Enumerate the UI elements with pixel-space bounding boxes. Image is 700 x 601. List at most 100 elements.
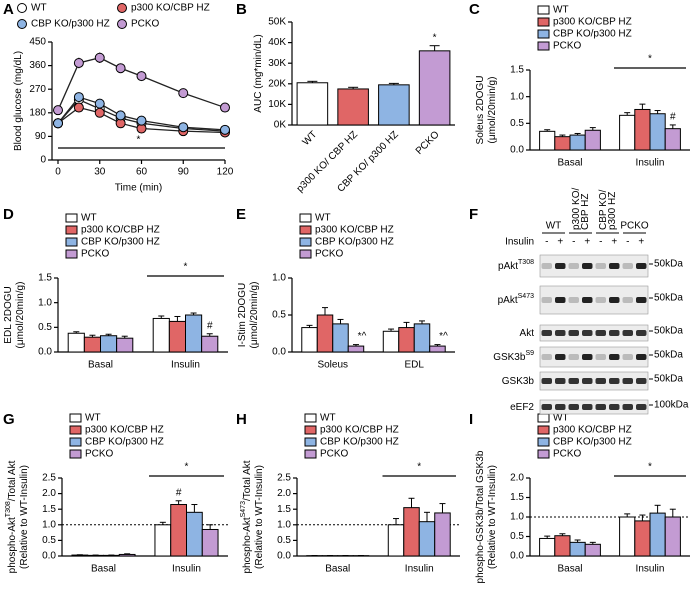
blot-band [636, 330, 647, 336]
data-point [115, 63, 126, 74]
bar [398, 327, 415, 353]
legend-label: p300 KO/CBP HZ [315, 225, 394, 236]
y-tick-label: 0.5 [277, 535, 291, 546]
blot-group-label: CBP KO/ [598, 189, 609, 230]
bar [539, 130, 556, 151]
y-tick-label: 1.0 [42, 519, 56, 530]
y-axis-label-part: (Relative to WT-Insulin) [487, 465, 498, 569]
y-tick-label: 2.5 [42, 473, 56, 484]
legend-label: CBP KO/p300 HZ [81, 237, 160, 248]
y-tick-label: 270 [29, 84, 46, 95]
y-axis-label-part: phospho-Akt [242, 517, 253, 573]
legend-swatch [69, 437, 82, 447]
legend-swatch [537, 5, 550, 15]
y-tick-label: 0.5 [272, 310, 286, 321]
y-tick-label: 0.0 [42, 551, 56, 562]
marker-label: 50kDa [654, 350, 683, 361]
treatment-sign: - [545, 237, 548, 248]
blot-band [541, 378, 552, 384]
legend-swatch [537, 437, 550, 447]
data-point [94, 107, 105, 118]
bar [201, 335, 219, 353]
legend-label: PCKO [315, 249, 344, 260]
bar [619, 516, 636, 557]
bar [185, 314, 203, 353]
bar [387, 524, 405, 557]
data-point [220, 102, 230, 113]
x-tick-label: Basal [557, 564, 582, 575]
y-axis-label-part: (Relative to WT-Insulin) [254, 465, 265, 569]
y-tick-label: 0.0 [272, 347, 286, 358]
blot-group-label: p300 KO/ [571, 188, 582, 230]
y-axis-label: (Relative to WT-Insulin) [487, 465, 498, 569]
marker-label: 50kDa [654, 326, 683, 337]
significance-label: # [176, 487, 182, 498]
blot-row-label: pAktT308 [498, 259, 534, 271]
blot-band [568, 330, 579, 336]
blot-band [636, 378, 647, 384]
x-tick-label: Insulin [171, 360, 200, 371]
x-tick-label: 90 [178, 167, 190, 178]
blot-band [609, 263, 620, 269]
panel-label: E [236, 206, 246, 223]
y-axis-label-part: Blood glucose (mg/dL) [13, 51, 24, 151]
panel-label: D [3, 206, 14, 223]
y-tick-label: 40K [268, 37, 286, 48]
x-tick-label: WT [301, 129, 320, 148]
y-axis-label: I-Stim 2DOGU [237, 283, 248, 347]
annotation: * [137, 135, 141, 146]
y-tick-label: 1.0 [38, 297, 52, 308]
blot-band [568, 378, 579, 384]
blot-band [622, 330, 633, 336]
significance-label: *^ [439, 331, 448, 342]
legend-swatch [537, 425, 550, 435]
x-tick-label: Basal [88, 360, 113, 371]
treatment-sign: - [626, 237, 629, 248]
bar [296, 82, 329, 126]
legend-label: CBP KO/p300 HZ [315, 237, 394, 248]
x-tick-label: 60 [136, 167, 148, 178]
legend-label: p300 KO/CBP HZ [553, 425, 632, 436]
blot-band [541, 354, 552, 360]
bar [413, 323, 431, 353]
legend-label: WT [315, 213, 331, 224]
bar [116, 337, 134, 353]
legend-swatch [537, 17, 550, 27]
bar [569, 541, 586, 557]
data-point [178, 88, 189, 99]
y-axis-label-part: (Relative to WT-Insulin) [19, 465, 30, 569]
data-point [136, 115, 147, 126]
treatment-label: Insulin [505, 237, 534, 248]
legend-swatch [299, 249, 312, 259]
blot-band [622, 297, 633, 303]
bar [316, 314, 334, 353]
blot-row-label: GSK3b [502, 376, 535, 387]
legend-label: WT [553, 413, 569, 424]
significance-label: * [417, 462, 421, 473]
significance-label: # [207, 320, 213, 331]
legend-marker [17, 3, 27, 13]
legend-swatch [299, 213, 312, 223]
bar [378, 84, 410, 126]
bar [337, 88, 369, 126]
y-axis-label-part: (μmol/20min/g) [15, 282, 26, 349]
blot-band [582, 404, 593, 410]
bar [301, 327, 318, 353]
legend-label: CBP KO/p300 HZ [320, 437, 399, 448]
bar [664, 516, 681, 557]
blot-strip [539, 399, 649, 415]
significance-label: * [648, 54, 652, 65]
bar [332, 323, 349, 353]
legend-swatch [537, 29, 550, 39]
marker-label: 50kDa [654, 259, 683, 270]
blot-group-label: CBP HZ [580, 194, 591, 231]
y-tick-label: 2.0 [510, 473, 524, 484]
blot-band [609, 330, 620, 336]
legend-label: p300 KO/CBP HZ [85, 425, 164, 436]
treatment-sign: - [599, 237, 602, 248]
blot-band [582, 354, 593, 360]
bar [619, 114, 636, 151]
blot-band [636, 404, 647, 410]
blot-row-label: GSK3bS9 [493, 350, 534, 362]
